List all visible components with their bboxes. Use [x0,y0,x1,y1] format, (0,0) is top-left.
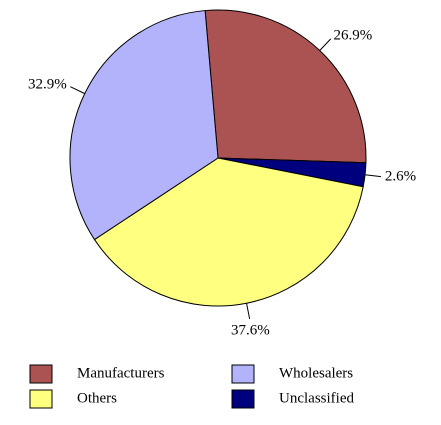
leader-line [364,174,381,178]
leader-line [246,303,251,320]
data-label: 2.6% [385,169,416,185]
data-label: 26.9% [333,27,372,43]
legend-label: Wholesalers [279,365,353,381]
pie-slice [204,9,367,164]
legend-label: Manufacturers [77,365,165,381]
legend-label: Others [77,390,117,406]
leader-line [319,38,332,51]
legend-swatch [231,364,255,384]
legend-swatch [231,389,255,409]
leader-line [70,86,85,95]
pie-slice [69,10,219,241]
legend-swatch [29,364,53,384]
pie-slice [93,157,364,307]
legend-swatch [29,389,53,409]
data-label: 37.6% [231,322,270,338]
data-label: 32.9% [28,76,67,92]
legend-label: Unclassified [279,390,354,406]
